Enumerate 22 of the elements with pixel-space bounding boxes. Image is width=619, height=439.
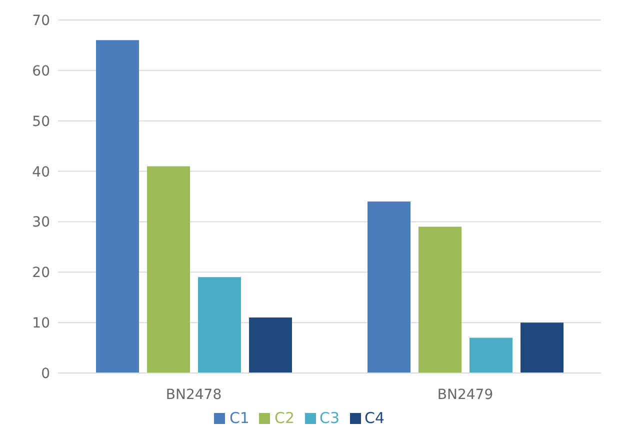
bar [520, 322, 564, 373]
legend-label: C1 [229, 409, 250, 427]
x-tick-label: BN2478 [166, 386, 222, 403]
x-tick-label: BN2479 [437, 386, 494, 403]
y-tick-label: 60 [32, 63, 50, 80]
bar [418, 226, 462, 373]
bar [249, 318, 292, 373]
bar [198, 277, 242, 373]
y-tick-label: 40 [32, 164, 50, 180]
y-tick-label: 30 [32, 214, 50, 231]
y-tick-label: 50 [32, 114, 50, 130]
bar [147, 166, 190, 373]
y-tick-label: 10 [32, 316, 50, 332]
legend-label: C2 [274, 409, 294, 427]
y-tick-label: 0 [41, 366, 50, 382]
y-tick-label: 20 [32, 265, 50, 282]
bar [96, 40, 140, 373]
legend-label: C4 [364, 409, 385, 427]
legend-label: C3 [320, 409, 340, 427]
bar [470, 338, 513, 373]
y-tick-label: 70 [32, 12, 50, 29]
bar [368, 202, 411, 373]
